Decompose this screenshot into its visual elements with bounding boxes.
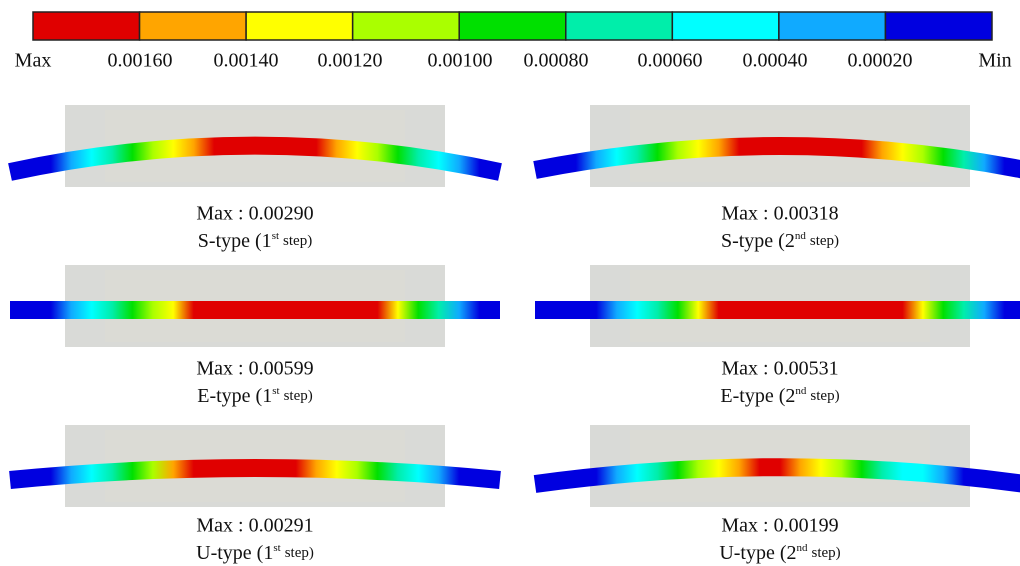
case-label: E-type (1st step) [197, 385, 313, 407]
panel: Max : 0.00599 E-type (1st step) [10, 265, 500, 407]
panel: Max : 0.00290 S-type (1st step) [10, 105, 500, 252]
case-step: step) [285, 545, 314, 561]
max-value: Max : 0.00599 [196, 358, 313, 380]
case-sup: st [273, 542, 280, 554]
case-step: step) [812, 545, 841, 561]
case-label: S-type (1st step) [198, 230, 312, 252]
figure: Max 0.00160 0.00140 0.00120 0.00100 0.00080 0.… [0, 0, 1020, 566]
case-label: U-type (1st step) [196, 542, 314, 564]
case-type: E-type (1 [197, 385, 272, 407]
panel: Max : 0.00291 U-type (1st step) [10, 425, 500, 564]
max-value: Max : 0.00291 [196, 515, 313, 537]
legend-label: Max [15, 50, 52, 72]
case-step: step) [810, 233, 839, 249]
max-value: Max : 0.00290 [196, 203, 313, 225]
legend-swatch [566, 12, 673, 40]
legend-label: 0.00060 [638, 50, 703, 72]
legend-swatch [779, 12, 886, 40]
legend-swatch [353, 12, 460, 40]
case-sup: nd [795, 230, 807, 242]
legend-swatch [33, 12, 140, 40]
case-step: step) [283, 233, 312, 249]
case-type: U-type (2 [719, 542, 796, 564]
max-value: Max : 0.00531 [721, 358, 838, 380]
legend-label: 0.00100 [428, 50, 493, 72]
case-sup: st [272, 230, 279, 242]
legend-swatch [246, 12, 353, 40]
legend-label: 0.00120 [318, 50, 383, 72]
legend-swatch [672, 12, 779, 40]
max-value: Max : 0.00199 [721, 515, 838, 537]
case-type: S-type (1 [198, 230, 272, 252]
legend-swatch [140, 12, 247, 40]
legend-swatch [885, 12, 992, 40]
legend-label: 0.00160 [108, 50, 173, 72]
legend-label: 0.00040 [743, 50, 808, 72]
case-sup: nd [795, 385, 807, 397]
legend-label: 0.00080 [524, 50, 589, 72]
case-type: S-type (2 [721, 230, 795, 252]
max-value: Max : 0.00318 [721, 203, 838, 225]
case-step: step) [810, 388, 839, 404]
case-type: E-type (2 [720, 385, 795, 407]
legend-label: Min [978, 50, 1011, 72]
legend-label: 0.00020 [848, 50, 913, 72]
case-sup: st [272, 385, 279, 397]
legend-label: 0.00140 [214, 50, 279, 72]
case-type: U-type (1 [196, 542, 273, 564]
case-sup: nd [797, 542, 809, 554]
case-step: step) [284, 388, 313, 404]
legend-swatch [459, 12, 566, 40]
